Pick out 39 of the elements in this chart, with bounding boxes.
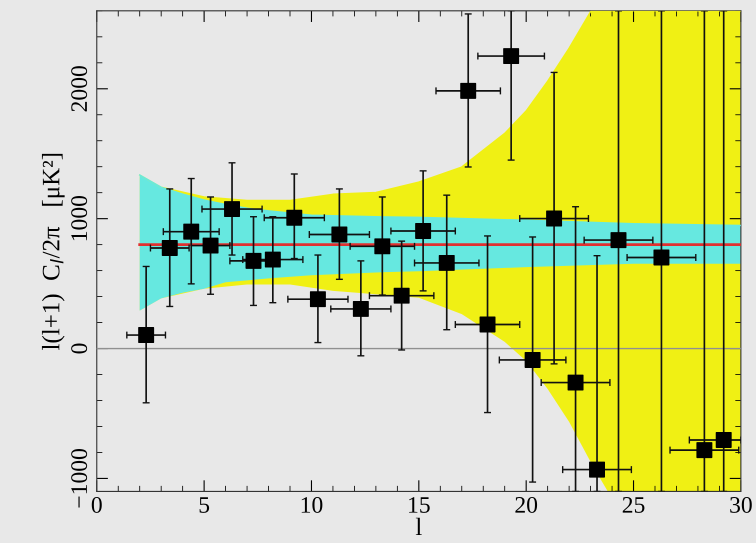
x-tick-label: 0 xyxy=(92,496,102,513)
y-tick-label: 0 xyxy=(71,344,88,354)
x-tick-label: 25 xyxy=(622,497,644,513)
point xyxy=(224,201,240,218)
point xyxy=(310,291,326,308)
point xyxy=(503,48,520,64)
point xyxy=(438,254,455,271)
y-tick-label: −1000 xyxy=(71,449,88,508)
x-tick-label: 10 xyxy=(302,496,322,513)
point xyxy=(460,82,476,99)
point xyxy=(138,327,154,344)
point xyxy=(374,238,390,254)
point xyxy=(162,240,178,256)
point xyxy=(653,250,670,266)
x-tick-label: 30 xyxy=(730,496,752,513)
point xyxy=(589,462,606,478)
y-tick-label: 2000 xyxy=(71,66,88,112)
point xyxy=(352,300,369,317)
point xyxy=(246,252,262,269)
point xyxy=(331,226,348,242)
point xyxy=(610,232,626,248)
point xyxy=(524,352,541,368)
point xyxy=(568,374,584,391)
point xyxy=(286,210,302,226)
y-tick-label: 1000 xyxy=(71,196,88,240)
x-tick-label: 15 xyxy=(409,497,430,513)
point xyxy=(394,288,410,304)
x-axis-title: l xyxy=(416,518,422,536)
point xyxy=(696,442,712,458)
x-tick-label: 5 xyxy=(200,497,210,513)
point xyxy=(202,238,219,254)
point xyxy=(183,224,200,240)
point xyxy=(546,210,562,227)
y-axis-title: l(l+1) C$_{l}$/2π [μK²] xyxy=(42,154,65,350)
point xyxy=(480,316,496,332)
point xyxy=(264,252,281,268)
point xyxy=(415,223,432,239)
point xyxy=(716,432,732,448)
x-tick-label: 20 xyxy=(515,496,538,513)
